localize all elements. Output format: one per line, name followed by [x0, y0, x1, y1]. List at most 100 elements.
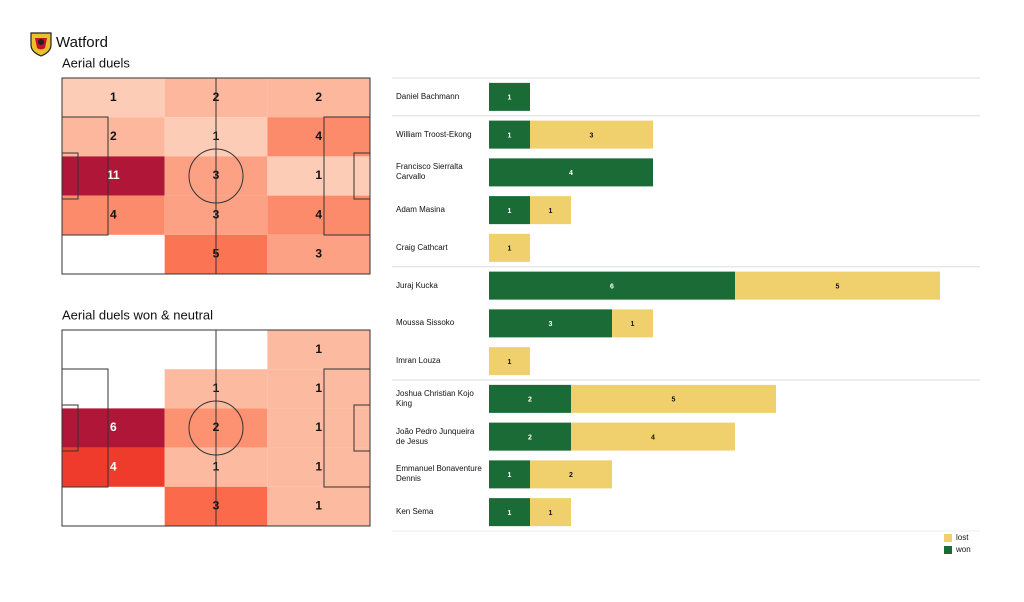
cell-value: 1: [315, 168, 322, 182]
cell-value: 11: [107, 168, 120, 182]
heat-cell: [267, 330, 370, 370]
bar-value-label: 3: [549, 321, 553, 328]
bar-value-label: 1: [508, 208, 512, 215]
centre-circle: [188, 148, 244, 204]
cell-value: 1: [315, 420, 322, 434]
bar-segment: [530, 196, 571, 225]
player-name: Francisco Sierralta Carvallo: [396, 162, 463, 182]
heat-cell: [62, 117, 165, 157]
heat-cell: [267, 78, 370, 118]
bar-value-label: 1: [549, 510, 553, 517]
bar-value-label: 1: [508, 246, 512, 253]
bar-segment: [489, 460, 530, 489]
cell-value: 1: [315, 459, 322, 473]
player-name: João Pedro Junqueira de Jesus: [396, 426, 475, 446]
bar-segment: [489, 233, 530, 262]
heat-cell: [267, 156, 370, 196]
bar-segment: [571, 384, 776, 413]
bar-value-label: 2: [569, 472, 573, 479]
legend-swatch: [944, 534, 952, 542]
bar-value-label: 5: [672, 397, 676, 404]
bar-value-label: 2: [528, 397, 532, 404]
bar-segment: [530, 120, 653, 149]
bar-segment: [489, 384, 571, 413]
heat-cell: [62, 447, 165, 487]
heat-cell: [267, 486, 370, 526]
six-yard-box: [61, 404, 79, 452]
team-title: Watford: [56, 34, 108, 51]
pitch-lines: [61, 329, 371, 527]
cell-value: 4: [315, 207, 322, 221]
bar-value-label: 1: [631, 321, 635, 328]
six-yard-box: [61, 152, 79, 200]
player-name: Adam Masina: [396, 205, 445, 215]
bar-segment: [489, 158, 653, 187]
bar-value-label: 5: [836, 283, 840, 290]
bar-value-label: 1: [508, 472, 512, 479]
player-name: Joshua Christian Kojo King: [396, 388, 474, 408]
cell-value: 1: [315, 499, 322, 513]
bar-segment: [489, 347, 530, 376]
cell-value: 3: [315, 247, 322, 261]
bar-segment: [489, 196, 530, 225]
player-name: Imran Louza: [396, 356, 441, 366]
bar-value-label: 3: [590, 132, 594, 139]
cell-value: 4: [110, 207, 117, 221]
six-yard-box: [353, 404, 371, 452]
cell-value: 2: [315, 90, 322, 104]
bar-value-label: 1: [549, 208, 553, 215]
bar-segment: [489, 309, 612, 338]
cell-value: 1: [315, 342, 322, 356]
bar-segment: [489, 422, 571, 451]
player-name: William Troost-Ekong: [396, 129, 472, 139]
legend-label: lost: [956, 533, 969, 542]
bar-segment: [489, 120, 530, 149]
heat-cell: [267, 234, 370, 274]
heat-cell: [62, 195, 165, 235]
cell-value: 6: [110, 420, 117, 434]
heat-cell: [267, 369, 370, 409]
bar-segment: [530, 460, 612, 489]
cell-value: 4: [110, 459, 117, 473]
bar-value-label: 2: [528, 434, 532, 441]
cell-value: 1: [315, 381, 322, 395]
bar-value-label: 4: [569, 170, 573, 177]
heat-cell: [62, 156, 165, 196]
player-name: Emmanuel Bonaventure Dennis: [396, 464, 482, 484]
legend-swatch: [944, 546, 952, 554]
player-name: Moussa Sissoko: [396, 318, 455, 328]
six-yard-box: [353, 152, 371, 200]
bar-value-label: 6: [610, 283, 614, 290]
heat-cell: [267, 117, 370, 157]
club-logo: [30, 32, 52, 57]
bar-segment: [735, 271, 940, 300]
player-name: Craig Cathcart: [396, 242, 448, 252]
bar-value-label: 4: [651, 434, 655, 441]
legend-label: won: [955, 545, 971, 554]
bar-value-label: 1: [508, 510, 512, 517]
player-name: Juraj Kucka: [396, 280, 438, 290]
cell-value: 4: [315, 129, 322, 143]
heatmap-title: Aerial duels won & neutral: [62, 307, 213, 322]
heat-cell: [267, 408, 370, 448]
heat-cell: [62, 408, 165, 448]
pitch-lines: [61, 77, 371, 275]
bar-value-label: 1: [508, 132, 512, 139]
heat-cell: [62, 78, 165, 118]
bar-value-label: 1: [508, 359, 512, 366]
bar-segment: [489, 271, 735, 300]
cell-value: 1: [110, 90, 117, 104]
bar-segment: [612, 309, 653, 338]
bar-value-label: 1: [508, 95, 512, 102]
heatmap-title: Aerial duels: [62, 55, 130, 70]
bar-segment: [489, 498, 530, 527]
centre-circle: [188, 400, 244, 456]
bar-segment: [530, 498, 571, 527]
heat-cell: [267, 447, 370, 487]
player-name: Ken Sema: [396, 507, 434, 517]
bar-segment: [571, 422, 735, 451]
cell-value: 2: [110, 129, 117, 143]
player-name: Daniel Bachmann: [396, 91, 460, 101]
